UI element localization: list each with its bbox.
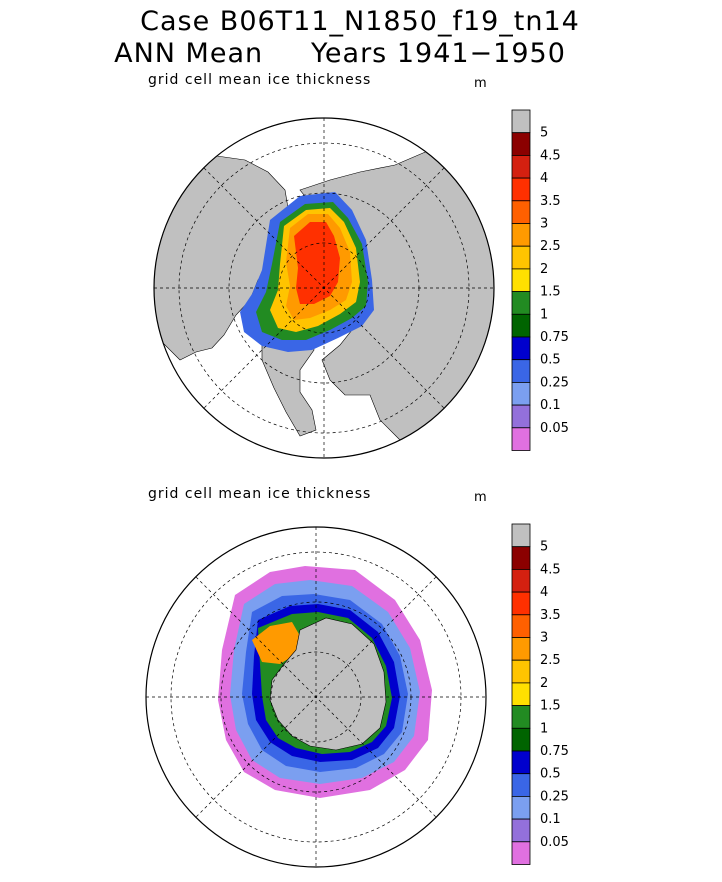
nh-colorbar-label: 0.25: [540, 375, 569, 390]
sh-colorbar-segment: [511, 569, 531, 593]
sh-colorbar-segment: [511, 546, 531, 570]
sh-colorbar-label: 4.5: [540, 562, 561, 577]
sh-land-antarctica: [269, 617, 387, 751]
sh-units: m: [474, 490, 487, 505]
nh-colorbar-label: 0.75: [540, 330, 569, 345]
sh-colorbar-label: 0.75: [540, 744, 569, 759]
nh-colorbar-segment: [511, 381, 531, 406]
sh-colorbar-segment: [511, 841, 531, 865]
sh-gridlines: [146, 527, 486, 867]
nh-colorbar-segment: [511, 177, 531, 202]
nh-gridlines: [154, 118, 494, 458]
nh-colorbar-label: 4.5: [540, 148, 561, 163]
sh-colorbar-label: 1: [540, 721, 548, 736]
nh-colorbar-segment: [511, 200, 531, 224]
sh-colorbar-segment: [511, 773, 531, 797]
nh-colorbar-label: 4: [540, 171, 548, 186]
sh-colorbar-segment: [511, 727, 531, 752]
sh-colorbar-segment: [511, 523, 531, 548]
nh-subtitle: grid cell mean ice thickness: [148, 72, 372, 88]
sh-colorbar-label: 2.5: [540, 653, 561, 668]
nh-units: m: [474, 76, 487, 91]
sh-colorbar-label: 2: [540, 676, 548, 691]
sh-colorbar-segment: [511, 796, 531, 820]
nh-colorbar-segment: [511, 427, 531, 451]
sh-polar-map: [146, 527, 486, 867]
nh-colorbar-segment: [511, 245, 531, 270]
nh-colorbar-label: 2.5: [540, 239, 561, 254]
sh-colorbar-label: 3.5: [540, 608, 561, 623]
sh-colorbar-label: 5: [540, 540, 548, 555]
nh-colorbar-segment: [511, 109, 531, 134]
nh-colorbar-segment: [511, 154, 531, 179]
nh-colorbar-segment: [511, 336, 531, 361]
nh-colorbar: 5 4.5 4 3.5 3 2.5 2 1.5 1 0.75 0.5 0.25 0.1 0.05: [511, 109, 569, 451]
nh-colorbar-label: 0.05: [540, 421, 569, 436]
sh-colorbar-label: 0.1: [540, 812, 561, 827]
sh-colorbar-segment: [511, 614, 531, 638]
sh-colorbar-label: 3: [540, 631, 548, 646]
sh-colorbar-segment: [511, 637, 531, 661]
sh-colorbar-label: 0.5: [540, 767, 561, 782]
nh-colorbar-label: 3.5: [540, 194, 561, 209]
nh-polar-map: [154, 118, 494, 458]
nh-colorbar-segment: [511, 268, 531, 292]
sh-colorbar-label: 1.5: [540, 699, 561, 714]
sh-colorbar-segment: [511, 659, 531, 684]
nh-colorbar-segment: [511, 291, 531, 315]
nh-colorbar-label: 0.1: [540, 398, 561, 413]
nh-colorbar-label: 0.5: [540, 353, 561, 368]
sh-colorbar: 5 4.5 4 3.5 3 2.5 2 1.5 1 0.75 0.5 0.25 0.1 0.05: [511, 523, 569, 865]
sh-colorbar-segment: [511, 591, 531, 616]
sh-colorbar-segment: [511, 750, 531, 775]
sh-colorbar-segment: [511, 818, 531, 843]
sh-ice-weddell: [252, 622, 300, 664]
sh-colorbar-segment: [511, 682, 531, 707]
sh-colorbar-segment: [511, 705, 531, 729]
nh-colorbar-label: 2: [540, 262, 548, 277]
nh-colorbar-label: 5: [540, 126, 548, 141]
nh-colorbar-label: 3: [540, 217, 548, 232]
nh-colorbar-label: 1: [540, 307, 548, 322]
nh-colorbar-label: 1.5: [540, 285, 561, 300]
nh-map-border: [153, 117, 495, 459]
nh-colorbar-segment: [511, 404, 531, 429]
sh-colorbar-label: 0.25: [540, 789, 569, 804]
chart-title-line1: Case B06T11_N1850_f19_tn14: [140, 6, 580, 37]
nh-colorbar-segment: [511, 132, 531, 156]
sh-colorbar-label: 4: [540, 585, 548, 600]
nh-colorbar-segment: [511, 359, 531, 383]
sh-map-border: [145, 526, 487, 868]
nh-colorbar-segment: [511, 313, 531, 338]
nh-colorbar-segment: [511, 223, 531, 247]
chart-title-line2: ANN Mean Years 1941−1950: [114, 38, 566, 69]
sh-colorbar-label: 0.05: [540, 835, 569, 850]
sh-subtitle: grid cell mean ice thickness: [148, 486, 372, 502]
